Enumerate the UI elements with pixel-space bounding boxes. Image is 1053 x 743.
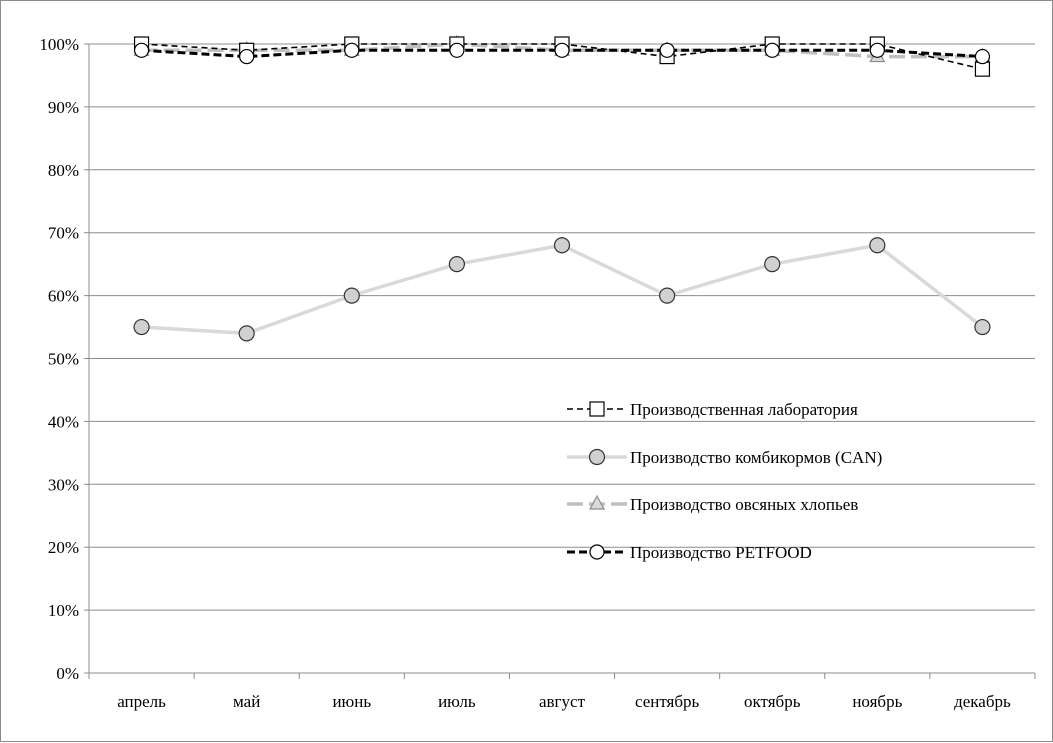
legend-marker (589, 401, 605, 417)
x-tick-label: апрель (117, 692, 166, 711)
series-line (141, 243, 984, 336)
y-tick-label: 60% (48, 287, 79, 306)
legend-marker (589, 544, 605, 560)
y-tick-label: 10% (48, 601, 79, 620)
data-point (764, 256, 781, 273)
series-2 (133, 237, 991, 342)
data-point (659, 42, 675, 58)
gridlines (89, 43, 1035, 611)
x-tick-label: декабрь (954, 692, 1011, 711)
y-tick-label: 30% (48, 475, 79, 494)
y-tick-label: 80% (48, 161, 79, 180)
legend-label: Производство комбикормов (CAN) (630, 448, 882, 467)
data-point (659, 287, 676, 304)
x-tick-label: октябрь (744, 692, 801, 711)
x-tick-label: сентябрь (635, 692, 700, 711)
series-4 (133, 42, 991, 65)
x-tick-label: май (233, 692, 260, 711)
legend-item-4: Производство PETFOOD (567, 543, 812, 562)
y-tick-label: 20% (48, 538, 79, 557)
data-point (239, 48, 255, 65)
x-tick-label: август (539, 692, 586, 711)
data-point (553, 237, 571, 254)
x-tick-label: ноябрь (852, 692, 902, 711)
y-axis-ticks: 0% 10% 20% 30% 40% 50% 60% 70% 80% 90% 100% (39, 35, 89, 683)
data-point (974, 61, 991, 77)
legend-item-1: Производственная лаборатория (567, 400, 858, 419)
x-tick-label: июль (438, 692, 476, 711)
x-axis-ticks: апрель май июнь июль август сентябрь октябрь но… (88, 673, 1036, 711)
data-point (449, 42, 465, 58)
data-point (343, 287, 360, 304)
series-layer (133, 34, 991, 342)
legend: Производственная лаборатория Производство… (567, 400, 882, 562)
y-tick-label: 70% (48, 224, 79, 243)
legend-item-3: Производство овсяных хлопьев (567, 494, 858, 514)
legend-marker (588, 448, 606, 466)
y-tick-label: 40% (48, 412, 79, 431)
data-point (869, 42, 885, 58)
legend-item-2: Производство комбикормов (CAN) (567, 448, 882, 467)
x-tick-label: июнь (332, 692, 371, 711)
legend-label: Производство PETFOOD (630, 543, 812, 562)
data-point (974, 318, 991, 336)
y-tick-label: 50% (48, 350, 79, 369)
data-point (869, 237, 886, 254)
data-point (448, 256, 465, 273)
y-tick-label: 0% (56, 664, 79, 683)
data-point (764, 42, 780, 58)
data-point (133, 42, 150, 58)
data-point (133, 318, 150, 336)
data-point (554, 42, 570, 58)
legend-label: Производство овсяных хлопьев (630, 495, 858, 514)
data-point (344, 42, 360, 58)
y-tick-label: 90% (48, 98, 79, 117)
axes (88, 44, 1035, 678)
legend-label: Производственная лаборатория (630, 400, 858, 419)
data-point (974, 48, 991, 65)
data-point (238, 325, 255, 342)
legend-marker (588, 494, 606, 510)
y-tick-label: 100% (39, 35, 79, 54)
